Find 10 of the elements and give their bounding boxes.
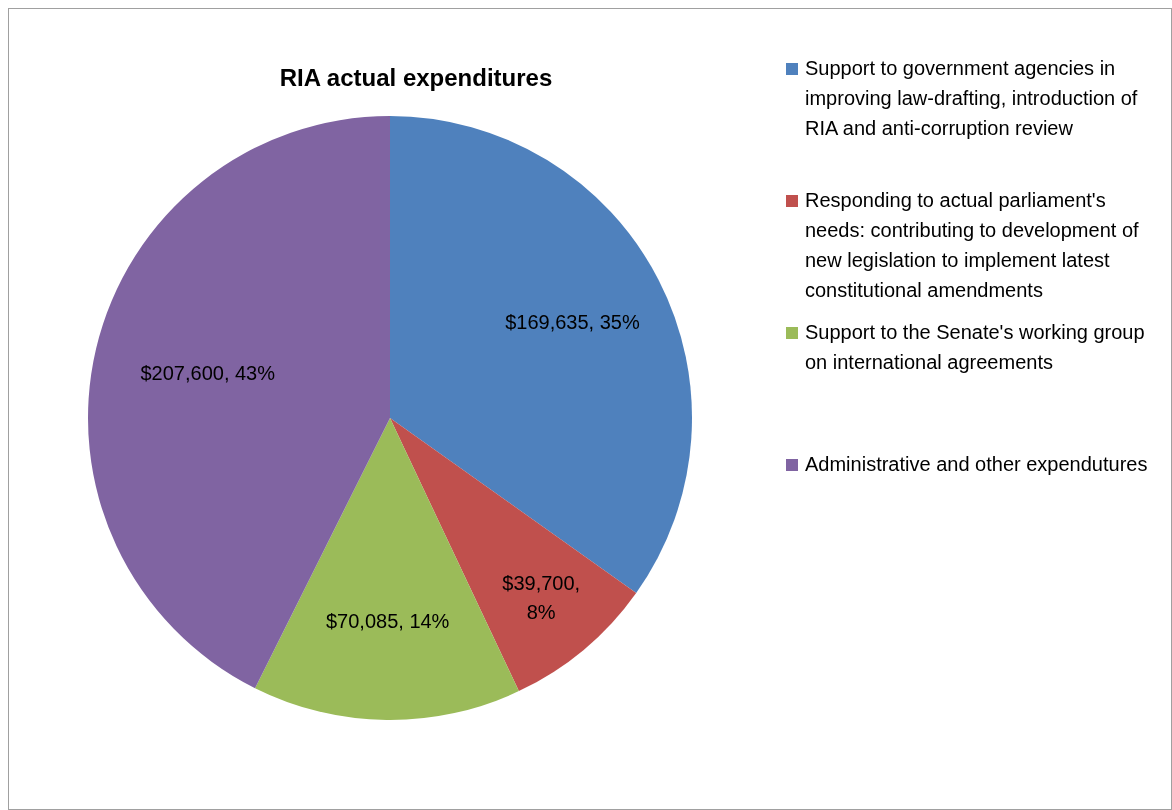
legend-label: Support to the Senate's working group on international agreements [805,321,1145,374]
chart-title: RIA actual expenditures [279,64,553,91]
legend-label: Responding to actual parliament's needs: contributing to development of new legislation to implement latest constitutional amendments [805,189,1139,302]
data-label: $169,635, 35% [505,311,640,334]
data-label: $70,085, 14% [325,610,450,633]
data-label: $39,700, 8% [502,571,581,623]
data-label: $207,600, 43% [140,362,276,385]
pie-slice [390,116,692,593]
legend-label: Administrative and other expendutures [805,453,1148,476]
legend-label: Support to government agencies in improving law-drafting, introduction of RIA and anti-corruption review [805,57,1138,140]
